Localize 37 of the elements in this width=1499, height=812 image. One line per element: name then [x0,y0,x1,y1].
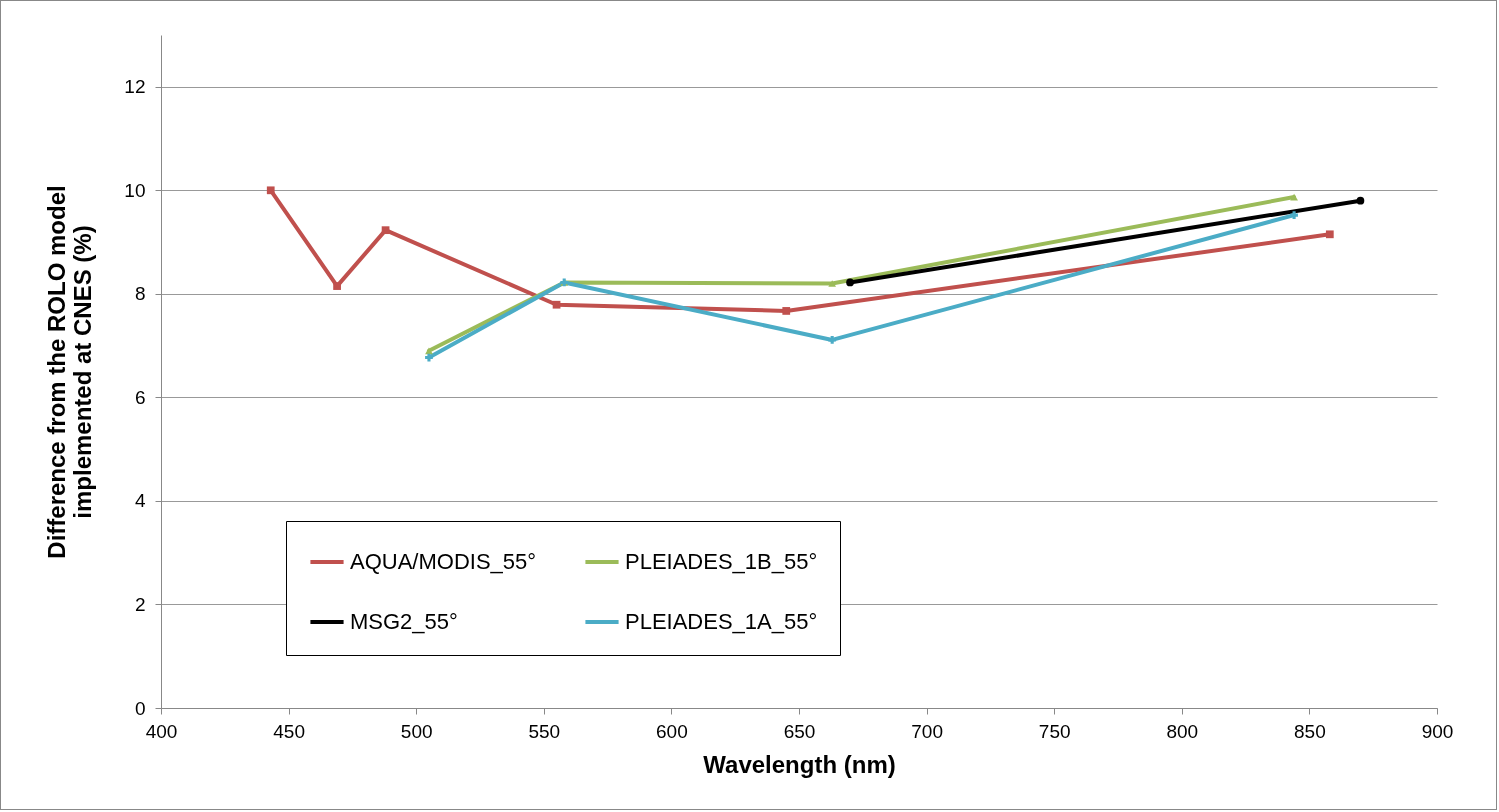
point [828,280,837,287]
point [1356,196,1365,205]
x-tick-label: 800 [1166,720,1199,742]
point [425,353,433,362]
x-tick-label: 600 [656,720,688,742]
legend-label: AQUA/MODIS_55° [350,549,537,574]
legend-label: PLEIADES_1B_55° [625,549,818,574]
x-tick-label: 650 [783,720,816,742]
x-tick-label: 850 [1294,720,1326,742]
y-tick-label: 10 [124,179,146,201]
point [552,300,561,309]
point [381,226,390,235]
y-axis-title: Difference from the ROLO model implemented at CNES (%) [43,185,97,559]
y-tick-label: 2 [134,593,146,615]
x-axis-title: Wavelength (nm) [703,750,896,778]
x-tick-label: 550 [528,720,561,742]
legend-label: MSG2_55° [350,609,458,634]
point [828,336,837,344]
point [1325,230,1334,239]
point [846,278,854,287]
y-tick-label: 6 [134,386,146,408]
point [333,282,341,290]
y-tick-label: 8 [134,283,146,305]
y-tick-label: 4 [134,490,146,512]
x-tick-label: 900 [1421,720,1454,742]
x-tick-label: 750 [1038,720,1071,742]
point [1290,211,1298,220]
point [425,347,433,355]
point [782,307,791,315]
y-tick-label: 12 [124,76,146,98]
x-tick-label: 450 [273,720,305,742]
x-tick-label: 400 [145,720,178,742]
x-tick-label: 700 [911,720,943,742]
legend-label: PLEIADES_1A_55° [625,609,818,634]
y-tick-label: 0 [134,697,146,719]
point [266,186,275,195]
x-tick-label: 500 [400,720,433,742]
